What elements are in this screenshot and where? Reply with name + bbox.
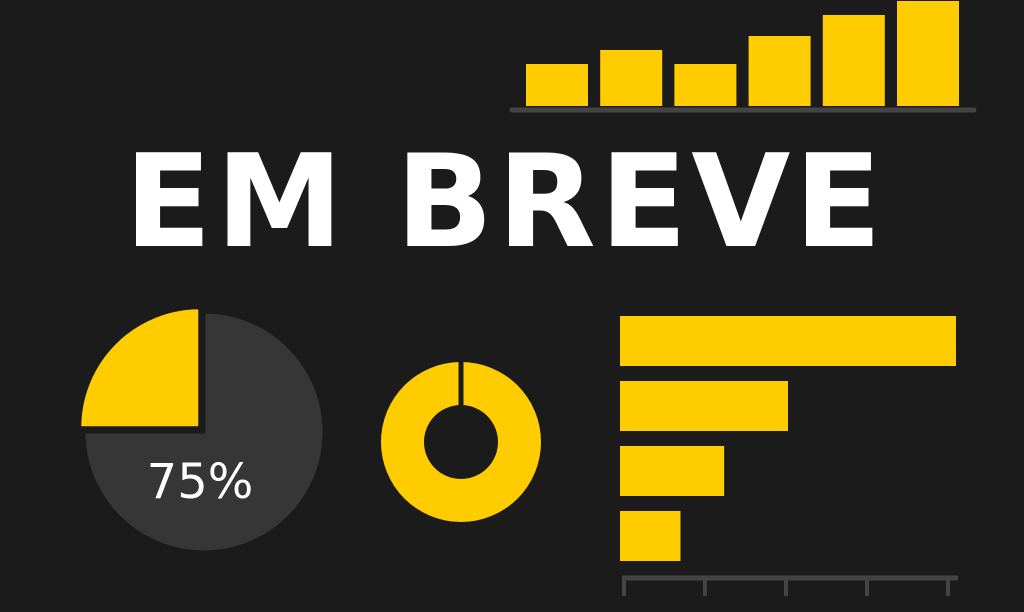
horizontal-bar-chart	[620, 316, 958, 596]
donut-ring	[381, 362, 541, 522]
bar	[748, 36, 811, 106]
pie-slice	[78, 306, 202, 430]
pie-slice	[82, 310, 326, 554]
bar	[897, 1, 959, 106]
pie-chart: 75%	[78, 306, 326, 554]
hbar	[620, 511, 681, 561]
hbar	[620, 446, 725, 496]
donut-chart	[381, 362, 541, 522]
bar	[526, 64, 588, 106]
hbar	[620, 381, 788, 431]
top-bar-chart	[509, 1, 977, 113]
headline: EM BREVE	[124, 128, 886, 277]
pie-label: 75%	[147, 454, 254, 510]
bar	[674, 64, 737, 106]
hbar	[620, 316, 956, 366]
bar	[600, 50, 663, 106]
bar	[822, 15, 885, 106]
